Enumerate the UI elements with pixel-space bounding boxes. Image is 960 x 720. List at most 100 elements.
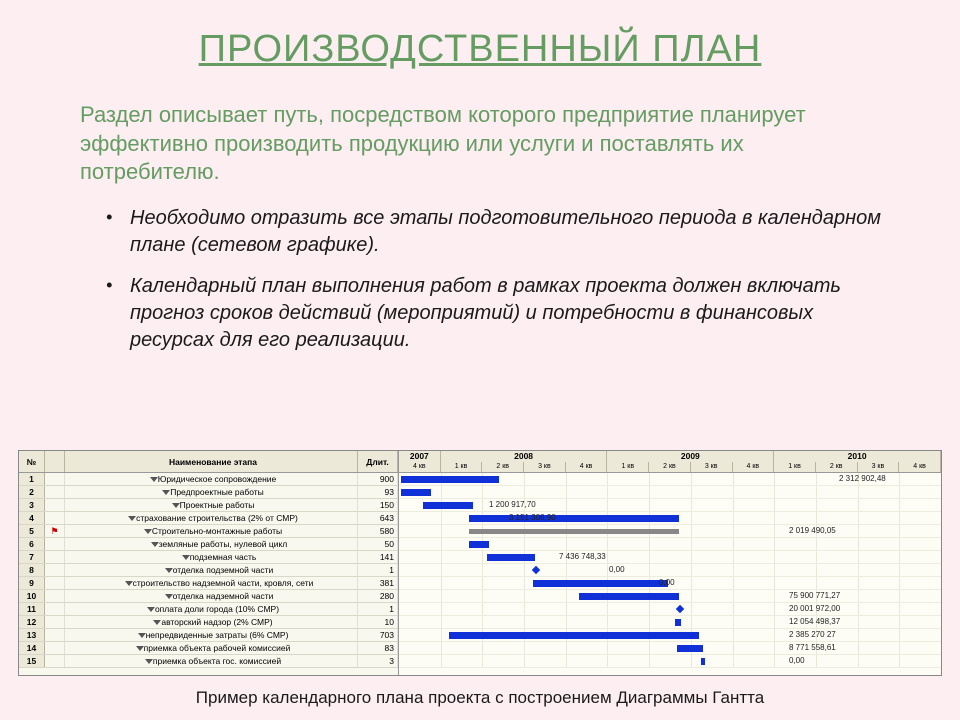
row-indicator (45, 499, 65, 511)
col-indicator (45, 451, 65, 472)
task-duration: 141 (358, 551, 398, 563)
table-row: 5⚑ Строительно-монтажные работы580 (19, 525, 398, 538)
row-indicator (45, 629, 65, 641)
row-indicator (45, 473, 65, 485)
bar-value-label: 75 900 771,27 (789, 591, 840, 600)
bar-value-label: 0,00 (609, 565, 625, 574)
row-indicator (45, 512, 65, 524)
quarter-label: 1 кв (774, 462, 816, 473)
row-number: 14 (19, 642, 45, 654)
bullet-list: Необходимо отразить все этапы подготовит… (0, 199, 960, 354)
bar-value-label: 2 019 490,05 (789, 526, 836, 535)
quarter-label: 2 кв (482, 462, 524, 473)
expand-icon (147, 607, 155, 612)
table-row: 4 страхование строительства (2% от СМР)6… (19, 512, 398, 525)
task-label: оплата доли города (10% СМР) (155, 604, 279, 614)
expand-icon (138, 633, 146, 638)
bar-value-label: 20 001 972,00 (789, 604, 840, 613)
page-title: ПРОИЗВОДСТВЕННЫЙ ПЛАН (0, 0, 960, 71)
task-duration: 280 (358, 590, 398, 602)
gantt-bar (401, 489, 431, 496)
bar-row: 2 385 270 27 (399, 629, 941, 642)
row-number: 9 (19, 577, 45, 589)
row-number: 10 (19, 590, 45, 602)
year-label: 2007 (399, 451, 441, 462)
row-number: 1 (19, 473, 45, 485)
task-label: непредвиденные затраты (6% СМР) (146, 630, 289, 640)
row-number: 11 (19, 603, 45, 615)
table-row: 7 подземная часть 141 (19, 551, 398, 564)
quarter-label: 3 кв (524, 462, 566, 473)
year-label: 2010 (774, 451, 941, 462)
expand-icon (153, 620, 161, 625)
bar-row: 0,00 (399, 564, 941, 577)
task-label: приемка объекта рабочей комиссией (144, 643, 291, 653)
row-indicator: ⚑ (45, 525, 65, 537)
table-row: 3 Проектные работы150 (19, 499, 398, 512)
gantt-timeline-header: 2007200820092010 4 кв1 кв2 кв3 кв4 кв1 к… (399, 451, 941, 473)
table-row: 2 Предпроектные работы93 (19, 486, 398, 499)
task-label: земляные работы, нулевой цикл (159, 539, 288, 549)
gantt-caption: Пример календарного плана проекта с пост… (0, 688, 960, 708)
table-row: 15 приемка объекта гос. комиссией3 (19, 655, 398, 668)
table-row: 13 непредвиденные затраты (6% СМР)703 (19, 629, 398, 642)
task-name: подземная часть (65, 551, 358, 563)
bar-row: 0,00 (399, 655, 941, 668)
gantt-bar (469, 515, 679, 522)
expand-icon (125, 581, 133, 586)
quarter-label: 4 кв (566, 462, 608, 473)
task-label: подземная часть (190, 552, 257, 562)
table-row: 10 отделка надземной части280 (19, 590, 398, 603)
expand-icon (151, 542, 159, 547)
table-row: 8 отделка подземной части1 (19, 564, 398, 577)
row-indicator (45, 642, 65, 654)
task-name: отделка подземной части (65, 564, 358, 576)
row-number: 15 (19, 655, 45, 667)
gantt-bar (677, 645, 703, 652)
expand-icon (182, 555, 190, 560)
bar-value-label: 1 200 917,70 (489, 500, 536, 509)
bar-row (399, 538, 941, 551)
table-row: 12 авторский надзор (2% СМР)10 (19, 616, 398, 629)
task-name: страхование строительства (2% от СМР) (65, 512, 358, 524)
table-row: 11 оплата доли города (10% СМР)1 (19, 603, 398, 616)
quarter-label: 2 кв (816, 462, 858, 473)
expand-icon (165, 594, 173, 599)
task-name: Предпроектные работы (65, 486, 358, 498)
task-name: авторский надзор (2% СМР) (65, 616, 358, 628)
gantt-bar (579, 593, 679, 600)
task-duration: 381 (358, 577, 398, 589)
gantt-task-table: № Наименование этапа Длит. 1 Юридическое… (19, 451, 399, 675)
col-number: № (19, 451, 45, 472)
row-indicator (45, 564, 65, 576)
bar-row: 7 436 748,33 (399, 551, 941, 564)
bullet-item: Календарный план выполнения работ в рамк… (130, 273, 900, 354)
quarter-label: 3 кв (858, 462, 900, 473)
row-indicator (45, 616, 65, 628)
row-number: 4 (19, 512, 45, 524)
bar-value-label: 12 054 498,37 (789, 617, 840, 626)
expand-icon (172, 503, 180, 508)
task-duration: 703 (358, 629, 398, 641)
flag-icon: ⚑ (50, 526, 58, 537)
task-label: строительство надземной части, кровля, с… (133, 578, 314, 588)
bar-row: 2 019 490,05 (399, 525, 941, 538)
row-number: 5 (19, 525, 45, 537)
gantt-bar (675, 619, 681, 626)
gantt-bar (469, 541, 489, 548)
bar-value-label: 2 312 902,48 (839, 474, 886, 483)
table-row: 1 Юридическое сопровождение900 (19, 473, 398, 486)
row-number: 2 (19, 486, 45, 498)
quarter-label: 3 кв (691, 462, 733, 473)
table-row: 6 земляные работы, нулевой цикл50 (19, 538, 398, 551)
bar-row: 3 151 308,90 (399, 512, 941, 525)
gantt-bar (401, 476, 499, 483)
year-label: 2008 (441, 451, 608, 462)
task-duration: 643 (358, 512, 398, 524)
task-name: приемка объекта гос. комиссией (65, 655, 358, 667)
task-label: Проектные работы (180, 500, 255, 510)
task-duration: 50 (358, 538, 398, 550)
gantt-header-row: № Наименование этапа Длит. (19, 451, 398, 473)
row-number: 7 (19, 551, 45, 563)
table-row: 14 приемка объекта рабочей комиссией83 (19, 642, 398, 655)
